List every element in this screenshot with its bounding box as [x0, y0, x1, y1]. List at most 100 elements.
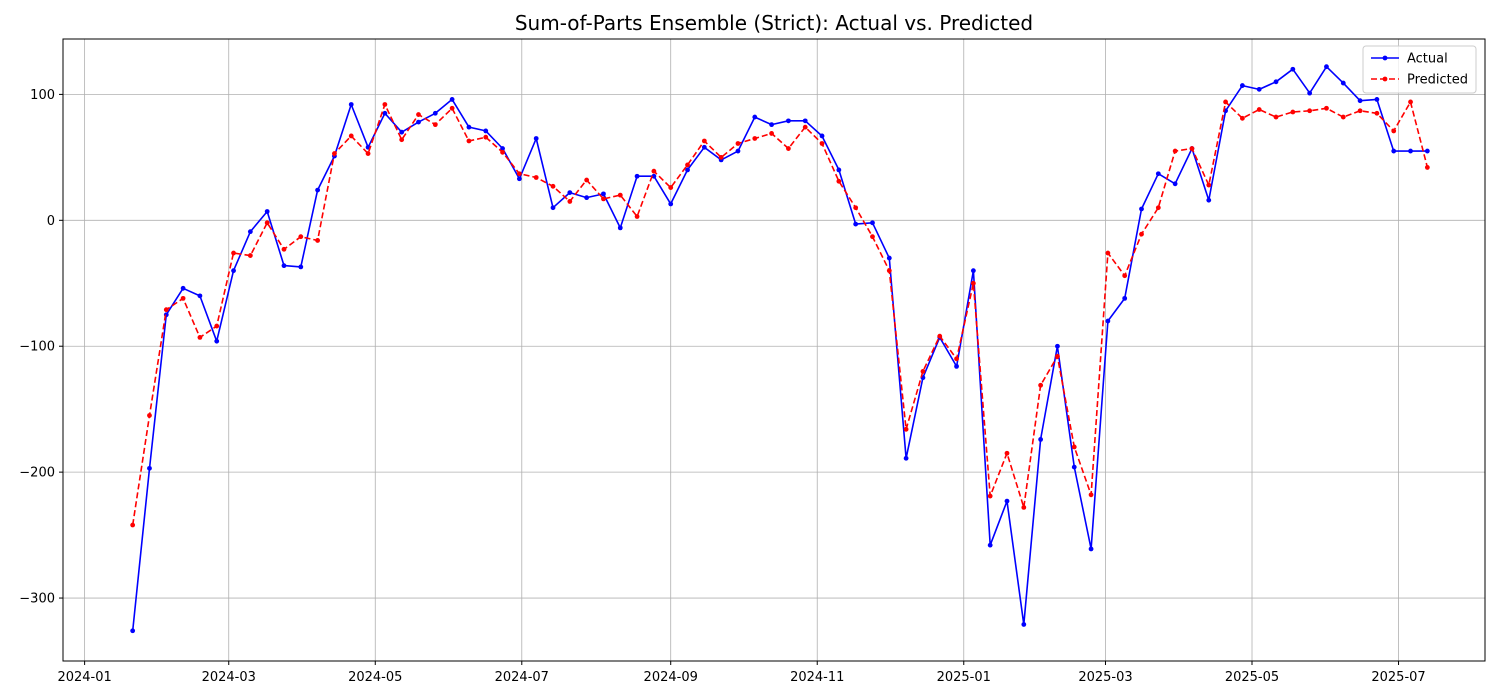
actual-point — [584, 195, 590, 201]
x-tick-label: 2024-09 — [644, 670, 698, 685]
predicted-point — [281, 246, 287, 252]
actual-point — [1105, 318, 1111, 324]
predicted-point — [1357, 108, 1363, 114]
actual-point — [954, 363, 959, 369]
actual-point — [500, 146, 505, 151]
predicted-point — [516, 171, 522, 177]
predicted-point — [264, 220, 270, 226]
actual-series-line — [131, 65, 1428, 631]
predicted-point — [1307, 108, 1313, 114]
x-tick-label: 2024-01 — [57, 670, 111, 685]
actual-point — [1021, 622, 1027, 627]
actual-point — [264, 209, 270, 214]
predicted-point — [601, 196, 606, 202]
actual-point — [533, 136, 539, 141]
predicted-point — [163, 307, 169, 313]
predicted-point — [416, 112, 421, 117]
predicted-point — [802, 124, 808, 130]
x-tick-label: 2025-07 — [1371, 670, 1425, 685]
predicted-point — [920, 369, 926, 374]
predicted-point — [987, 493, 993, 499]
predicted-point — [1155, 205, 1161, 211]
predicted-point — [197, 335, 203, 340]
predicted-point — [1273, 114, 1279, 120]
actual-point — [1290, 66, 1296, 72]
actual-point — [1055, 343, 1060, 349]
predicted-point — [1122, 273, 1128, 279]
actual-point — [685, 167, 690, 173]
actual-point — [483, 128, 489, 134]
actual-point — [1004, 498, 1010, 504]
predicted-point — [685, 162, 690, 168]
predicted-point — [567, 199, 573, 204]
actual-point — [1122, 295, 1128, 301]
axes: 2024-01 2024-03 2024-05 2024-07 2024-09 2024-… — [19, 38, 1486, 685]
y-tick-label: −300 — [19, 592, 55, 607]
actual-point — [601, 191, 606, 197]
predicted-point — [214, 323, 220, 329]
predicted-point — [735, 141, 741, 146]
actual-point — [651, 173, 657, 179]
predicted-point — [1374, 110, 1380, 116]
predicted-point — [500, 149, 505, 155]
actual-point — [315, 187, 321, 193]
actual-point — [802, 118, 808, 124]
actual-point — [382, 110, 388, 116]
actual-point — [550, 205, 556, 211]
actual-point — [1256, 86, 1262, 92]
x-tick-label: 2025-05 — [1225, 670, 1279, 685]
predicted-point — [886, 268, 892, 274]
predicted-point — [247, 253, 253, 258]
legend-marker-actual — [1382, 55, 1388, 61]
actual-point — [1357, 98, 1363, 104]
actual-point — [281, 263, 287, 269]
actual-point — [197, 293, 203, 299]
actual-point — [886, 255, 892, 261]
actual-point — [567, 190, 573, 196]
predicted-series-line — [131, 101, 1429, 526]
actual-point — [1206, 197, 1212, 203]
predicted-point — [1189, 146, 1195, 151]
predicted-point — [1290, 109, 1296, 115]
actual-point — [870, 220, 875, 226]
predicted-point — [550, 183, 556, 189]
actual-point — [903, 455, 909, 461]
actual-point — [1239, 83, 1245, 88]
predicted-point — [1223, 99, 1228, 105]
predicted-point — [180, 295, 186, 301]
predicted-point — [903, 426, 909, 432]
predicted-point — [432, 122, 438, 128]
predicted-point — [1324, 105, 1329, 111]
predicted-point — [1055, 353, 1060, 359]
actual-point — [752, 114, 758, 120]
actual-point — [298, 264, 304, 270]
y-tick-label: −200 — [19, 466, 55, 481]
legend: Actual Predicted — [1362, 45, 1477, 94]
predicted-point — [954, 356, 959, 362]
actual-point — [701, 144, 707, 150]
predicted-point — [1256, 107, 1262, 112]
x-tick-label: 2024-07 — [495, 670, 549, 685]
x-tick-label: 2024-11 — [790, 670, 844, 685]
actual-point — [735, 148, 741, 154]
x-tick-label: 2025-01 — [937, 670, 991, 685]
predicted-point — [617, 192, 623, 198]
predicted-point — [1021, 504, 1027, 510]
actual-point — [819, 133, 825, 139]
x-tick-label: 2024-03 — [202, 670, 256, 685]
actual-point — [432, 110, 438, 116]
actual-point — [1172, 181, 1178, 187]
predicted-point — [348, 133, 354, 139]
predicted-point — [483, 134, 489, 140]
predicted-point — [332, 151, 337, 156]
legend-label-actual: Actual — [1407, 52, 1448, 67]
actual-point — [214, 338, 220, 344]
actual-point — [1273, 79, 1279, 85]
predicted-point — [1038, 382, 1044, 388]
predicted-point — [701, 138, 707, 144]
predicted-point — [634, 214, 640, 219]
predicted-point — [1139, 231, 1144, 237]
y-tick-label: 100 — [30, 88, 55, 103]
actual-point — [1139, 206, 1144, 212]
predicted-point — [449, 105, 455, 111]
